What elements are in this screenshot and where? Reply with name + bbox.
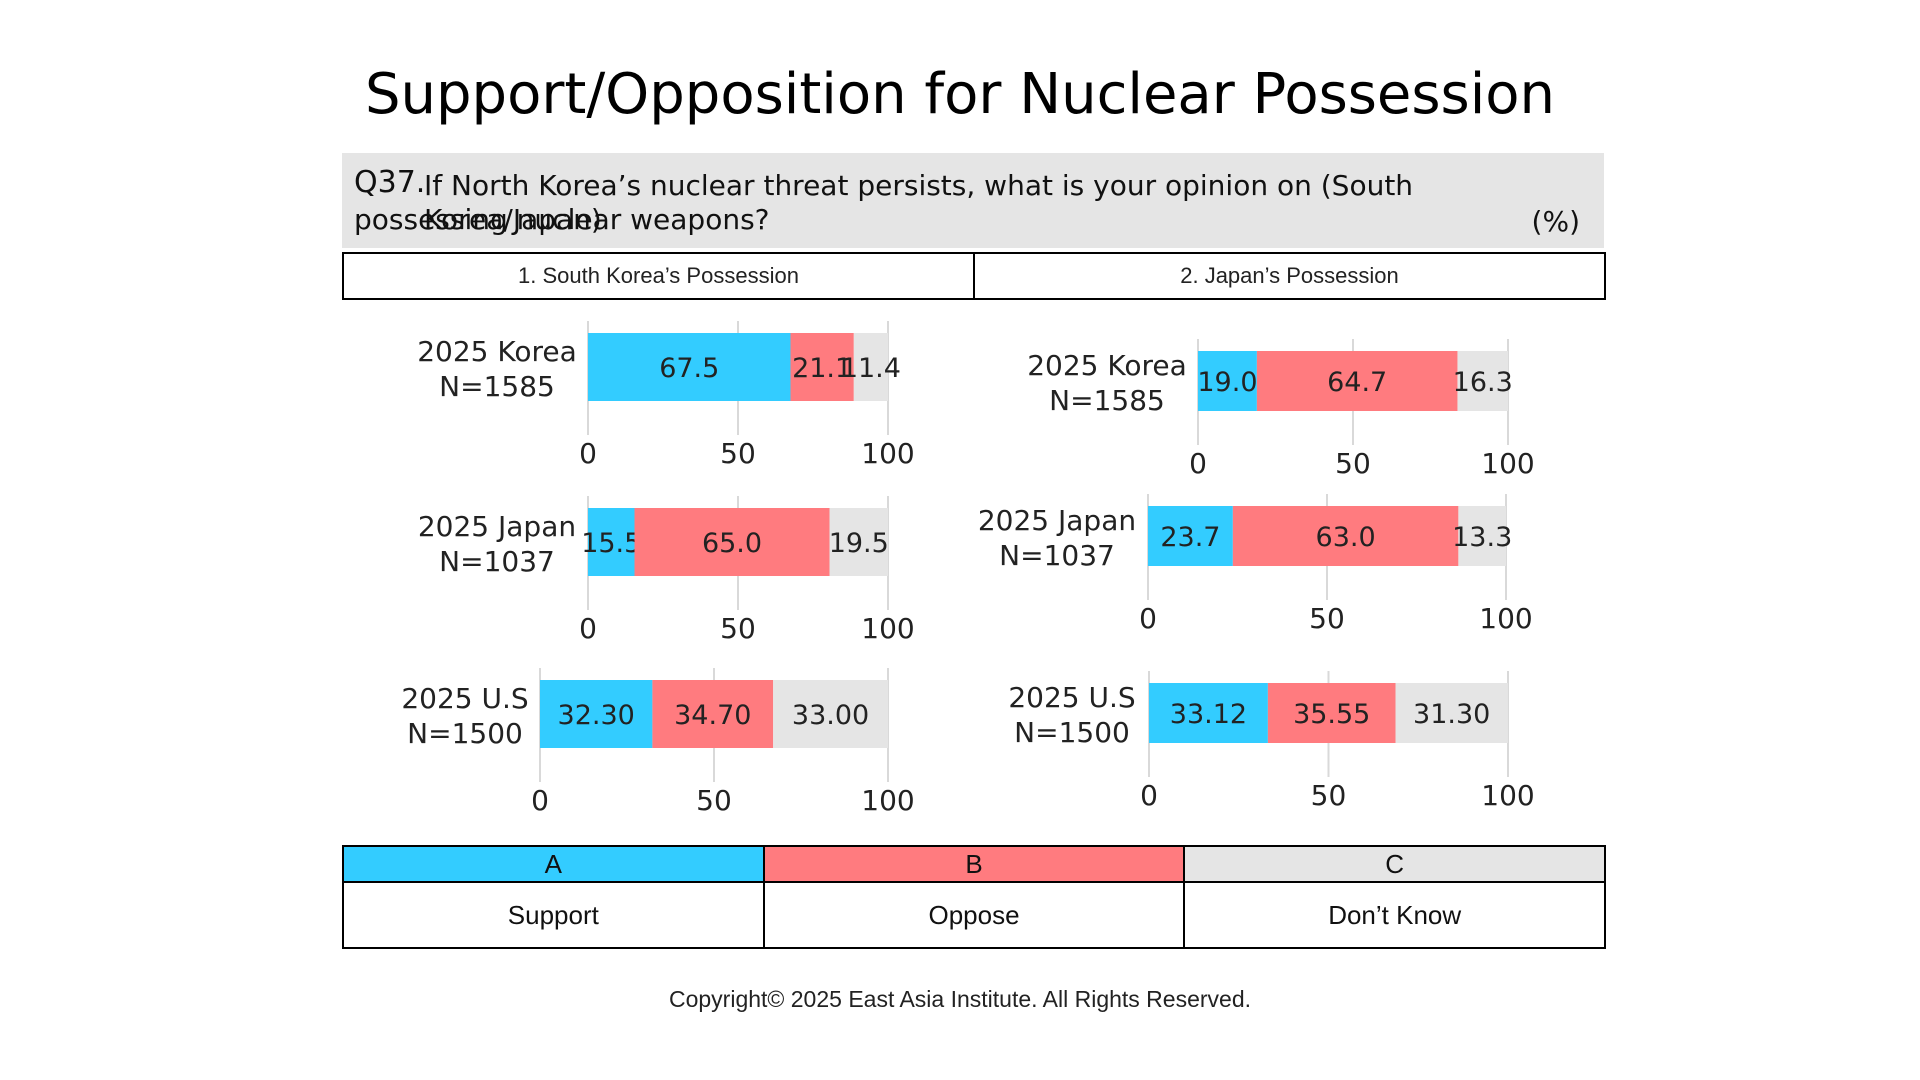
- tick-label: 50: [1309, 602, 1345, 635]
- tick-label: 0: [1189, 447, 1207, 480]
- data-label: 63.0: [1316, 522, 1376, 553]
- bar-segment-don-t-know: [773, 680, 888, 748]
- category-label: 2025 U.S: [401, 682, 528, 715]
- chart-title: Support/Opposition for Nuclear Possessio…: [364, 62, 1556, 127]
- data-label: 64.7: [1327, 367, 1387, 398]
- legend-label-support: Support: [344, 883, 765, 947]
- bar-segment-oppose: [1267, 683, 1396, 743]
- data-label: 67.5: [659, 353, 719, 384]
- tick-label: 50: [720, 612, 756, 645]
- category-label: 2025 Korea: [417, 335, 577, 368]
- bar-segment-support: [588, 508, 635, 576]
- tick-label: 100: [861, 437, 914, 470]
- data-label: 16.3: [1453, 367, 1513, 398]
- sample-size-label: N=1585: [1049, 384, 1165, 417]
- tick-label: 50: [1311, 779, 1347, 812]
- bar-segment-don-t-know: [829, 508, 888, 576]
- data-label: 11.4: [841, 353, 901, 384]
- question-id: Q37.: [354, 165, 426, 200]
- tick-label: 0: [579, 437, 597, 470]
- legend-table: A B C Support Oppose Don’t Know: [342, 845, 1606, 949]
- data-label: 19.5: [829, 528, 889, 559]
- question-text-line2: possessing nuclear weapons?: [354, 203, 770, 236]
- data-label: 15.5: [581, 528, 641, 559]
- bar-segment-oppose: [1232, 506, 1459, 566]
- copyright: Copyright© 2025 East Asia Institute. All…: [668, 986, 1252, 1012]
- question-box: Q37. If North Korea’s nuclear threat per…: [342, 153, 1604, 248]
- bar-segment-don-t-know: [1457, 351, 1508, 411]
- bar-segment-support: [1149, 683, 1268, 743]
- category-label: 2025 Korea: [1027, 349, 1187, 382]
- question-text-line1: If North Korea’s nuclear threat persists…: [424, 169, 1414, 236]
- data-label: 65.0: [702, 528, 762, 559]
- data-label: 32.30: [558, 700, 635, 731]
- tick-label: 0: [1139, 602, 1157, 635]
- category-label: 2025 Japan: [418, 510, 576, 543]
- sample-size-label: N=1585: [439, 370, 555, 403]
- bar-segment-support: [588, 333, 791, 401]
- bar-segment-oppose: [790, 333, 854, 401]
- legend-code-a: A: [344, 847, 765, 881]
- bar-segment-don-t-know: [853, 333, 888, 401]
- data-label: 13.3: [1452, 522, 1512, 553]
- data-label: 19.0: [1197, 367, 1257, 398]
- legend-label-dont-know: Don’t Know: [1328, 899, 1462, 930]
- data-label: 23.7: [1160, 522, 1220, 553]
- unit-label: (%): [1531, 205, 1580, 238]
- tick-label: 0: [1140, 779, 1158, 812]
- data-label: 21.1: [792, 353, 852, 384]
- bar-segment-don-t-know: [1458, 506, 1506, 566]
- tick-label: 50: [1335, 447, 1371, 480]
- data-label: 31.30: [1413, 699, 1490, 730]
- tick-label: 50: [696, 784, 732, 817]
- bar-segment-oppose: [634, 508, 830, 576]
- sample-size-label: N=1037: [999, 539, 1115, 572]
- tick-label: 100: [1481, 779, 1534, 812]
- legend-label-oppose: Oppose: [765, 883, 1186, 947]
- bar-segment-oppose: [652, 680, 774, 748]
- tick-label: 100: [1479, 602, 1532, 635]
- column-headers: 1. South Korea’s Possession 2. Japan’s P…: [342, 252, 1606, 300]
- legend-code-b: B: [764, 847, 1186, 881]
- category-label: 2025 U.S: [1008, 681, 1135, 714]
- data-label: 33.00: [792, 700, 869, 731]
- bar-segment-support: [540, 680, 653, 748]
- sample-size-label: N=1500: [1014, 716, 1130, 749]
- tick-label: 0: [531, 784, 549, 817]
- tick-label: 50: [720, 437, 756, 470]
- bar-segment-don-t-know: [1395, 683, 1508, 743]
- bar-segment-support: [1198, 351, 1257, 411]
- category-label: 2025 Japan: [978, 504, 1136, 537]
- bar-segment-oppose: [1256, 351, 1458, 411]
- tick-label: 100: [861, 784, 914, 817]
- tick-label: 0: [579, 612, 597, 645]
- tick-label: 100: [861, 612, 914, 645]
- tick-label: 100: [1481, 447, 1534, 480]
- bar-segment-support: [1148, 506, 1233, 566]
- data-label: 33.12: [1170, 699, 1247, 730]
- sample-size-label: N=1500: [407, 717, 523, 750]
- data-label: 34.70: [674, 700, 751, 731]
- column-header-japan: 2. Japan’s Possession: [1180, 263, 1399, 288]
- column-header-south-korea: 1. South Korea’s Possession: [344, 254, 975, 298]
- legend-code-c: C: [1185, 847, 1605, 881]
- sample-size-label: N=1037: [439, 545, 555, 578]
- data-label: 35.55: [1293, 699, 1370, 730]
